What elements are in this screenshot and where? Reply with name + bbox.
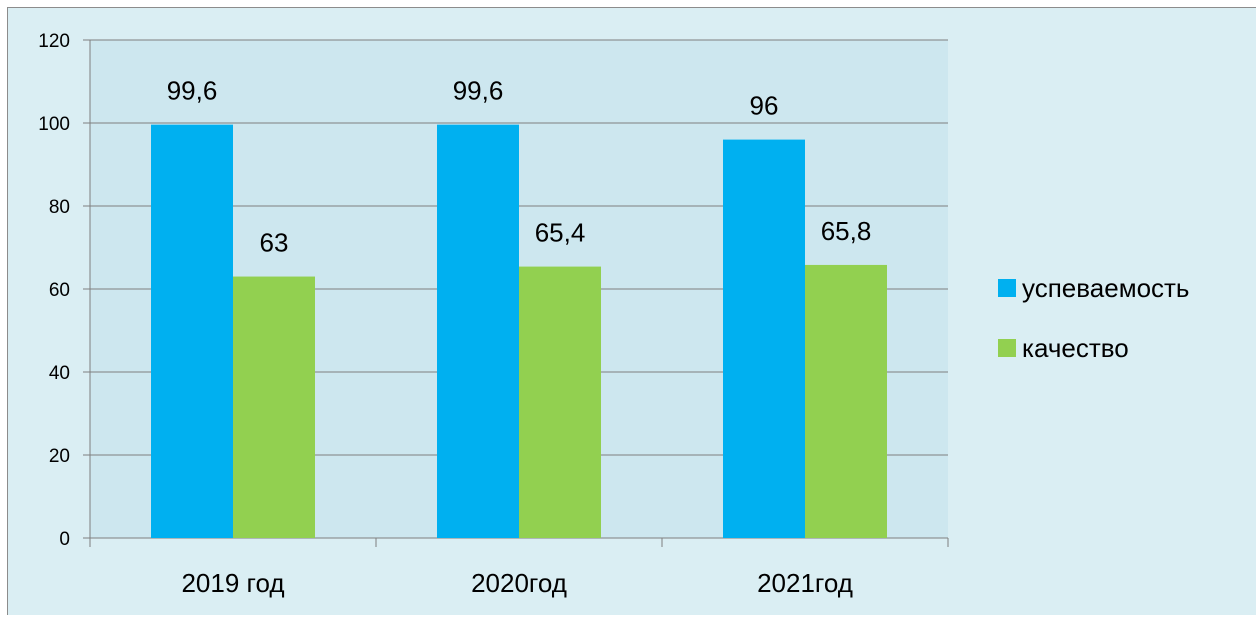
- legend-swatch: [998, 339, 1016, 357]
- x-category-label: 2020год: [471, 568, 567, 598]
- bar: [437, 124, 519, 538]
- bar: [151, 124, 233, 538]
- y-tick-label: 60: [49, 280, 70, 301]
- data-label: 96: [750, 91, 779, 121]
- x-category-label: 2021год: [757, 568, 853, 598]
- data-label: 99,6: [453, 76, 504, 106]
- data-label: 65,4: [535, 218, 586, 248]
- y-tick-label: 0: [59, 529, 70, 550]
- data-labels: 99,6 63 99,6 65,4 96 65,8: [167, 76, 872, 258]
- y-tick-label: 80: [49, 197, 70, 218]
- bars: [151, 124, 887, 538]
- y-tick-label: 100: [38, 114, 70, 135]
- axes: 0 20 40 60 80 100 120 2019 год 2020год 2021год: [38, 31, 949, 598]
- data-label: 63: [260, 228, 289, 258]
- bar: [519, 266, 601, 538]
- legend: успеваемость качество: [998, 273, 1189, 363]
- bar: [723, 139, 805, 538]
- y-tick-label: 120: [38, 31, 70, 52]
- y-tick-label: 20: [49, 446, 70, 467]
- bar: [805, 264, 887, 538]
- bar: [233, 276, 315, 538]
- y-tick-label: 40: [49, 363, 70, 384]
- legend-label: качество: [1022, 333, 1129, 363]
- x-category-label: 2019 год: [181, 568, 284, 598]
- legend-swatch: [998, 279, 1016, 297]
- legend-label: успеваемость: [1022, 273, 1189, 303]
- data-label: 65,8: [821, 216, 872, 246]
- data-label: 99,6: [167, 76, 218, 106]
